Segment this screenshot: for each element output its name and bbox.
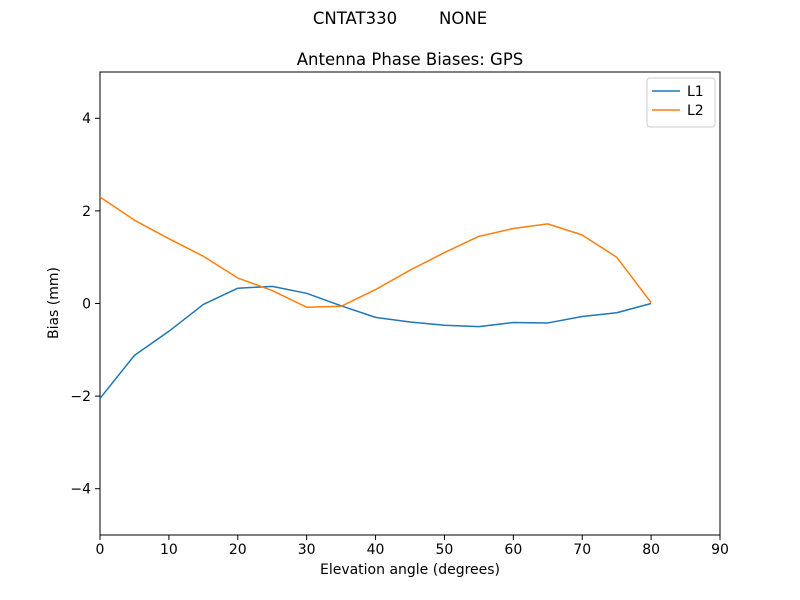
x-tick-label: 40 xyxy=(367,542,385,558)
x-tick-label: 50 xyxy=(436,542,454,558)
x-tick-label: 30 xyxy=(298,542,316,558)
legend-label-l1: L1 xyxy=(687,84,704,100)
series-lines xyxy=(99,196,652,399)
y-tick-label: −2 xyxy=(70,389,91,405)
axes-frame xyxy=(99,71,721,536)
tick-marks xyxy=(95,117,721,540)
figure-suptitle: CNTAT330 NONE xyxy=(312,9,488,28)
legend-box xyxy=(646,77,716,128)
series-line-l2 xyxy=(99,196,652,308)
y-axis-label: Bias (mm) xyxy=(46,267,62,339)
tick-labels: 0 10 20 30 40 50 60 70 80 90 −4 −2 0 2 4 xyxy=(70,111,729,558)
x-tick-label: 20 xyxy=(229,542,247,558)
x-tick-label: 80 xyxy=(642,542,660,558)
y-tick-label: −4 xyxy=(70,482,91,498)
y-tick-label: 2 xyxy=(82,204,91,220)
legend-label-l2: L2 xyxy=(687,103,704,119)
chart-title: Antenna Phase Biases: GPS xyxy=(296,50,524,69)
y-tick-label: 4 xyxy=(82,111,91,127)
x-tick-label: 10 xyxy=(160,542,178,558)
x-tick-label: 60 xyxy=(504,542,522,558)
series-line-l1 xyxy=(99,285,652,399)
x-tick-label: 0 xyxy=(96,542,105,558)
y-tick-label: 0 xyxy=(82,296,91,312)
x-tick-label: 70 xyxy=(573,542,591,558)
x-axis-label: Elevation angle (degrees) xyxy=(320,562,500,578)
x-tick-label: 90 xyxy=(711,542,729,558)
